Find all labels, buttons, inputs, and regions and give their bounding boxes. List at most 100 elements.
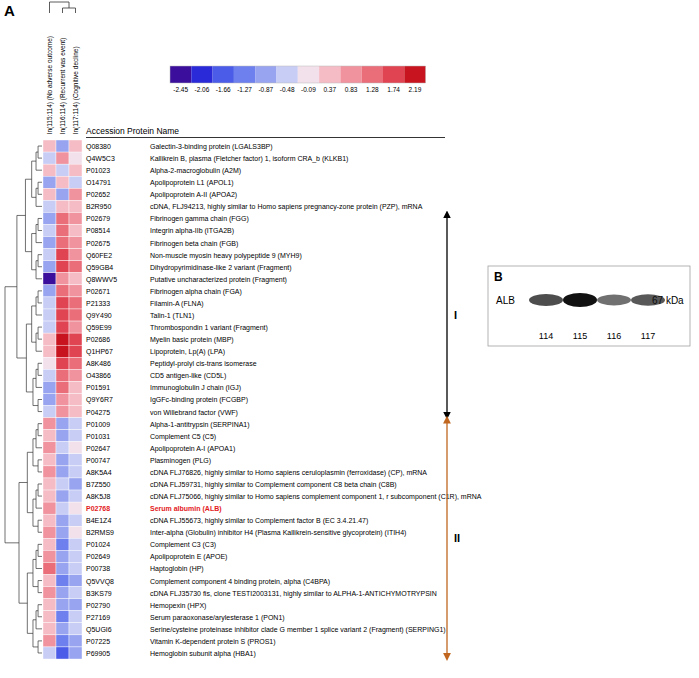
column-label: ln(115:114) (No adverse outcome) — [46, 36, 54, 134]
heatmap-cell — [43, 490, 56, 502]
protein-name: cDNA FLJ76826, highly similar to Homo sa… — [150, 469, 427, 477]
accession: Q4W5C3 — [86, 155, 115, 163]
dendrogram-branch — [33, 620, 38, 647]
dendrogram-branch — [38, 255, 42, 267]
blot-band — [597, 295, 631, 306]
heatmap-cell — [69, 176, 82, 188]
heatmap-cell — [69, 164, 82, 176]
accession: P02768 — [86, 505, 110, 512]
accession: A8K5A4 — [86, 469, 112, 476]
accession: A8K486 — [86, 360, 111, 367]
heatmap-cell — [56, 393, 69, 405]
heatmap-cell — [56, 611, 69, 623]
dendrogram-branch — [36, 224, 42, 242]
heatmap-cell — [69, 562, 82, 574]
accession: P01009 — [86, 421, 110, 428]
dendrogram-branch — [25, 179, 31, 251]
protein-name: cDNA FLJ75066, highly similar to Homo sa… — [150, 493, 482, 501]
heatmap-cell — [43, 550, 56, 562]
heatmap-cell — [56, 381, 69, 393]
accession: P27169 — [86, 614, 110, 621]
heatmap-cell — [56, 188, 69, 200]
dendrogram-branch — [63, 8, 76, 13]
heatmap-cell — [56, 599, 69, 611]
color-bar-cell — [362, 66, 383, 83]
dendrogram-branch — [36, 369, 42, 387]
heatmap-cell — [69, 188, 82, 200]
heatmap-cell — [69, 212, 82, 224]
accession: P02790 — [86, 602, 110, 609]
color-bar-cell — [404, 66, 425, 83]
heatmap-cell — [43, 224, 56, 236]
protein-name: Fibrinogen alpha chain (FGA) — [150, 288, 242, 296]
heatmap-cell — [56, 418, 69, 430]
accession: Q08380 — [86, 143, 111, 151]
dendrogram-branch — [36, 611, 42, 629]
heatmap-cell — [69, 249, 82, 261]
heatmap-cell — [69, 297, 82, 309]
heatmap-cell — [69, 575, 82, 587]
protein-name: CD5 antigen-like (CD5L) — [150, 372, 226, 380]
heatmap-cell — [69, 478, 82, 490]
heatmap-cell — [43, 430, 56, 442]
heatmap-cell — [56, 357, 69, 369]
accession: P02649 — [86, 553, 110, 560]
dendrogram-branch — [33, 439, 38, 466]
accession: P01591 — [86, 384, 110, 391]
heatmap-cell — [56, 200, 69, 212]
heatmap-cell — [69, 261, 82, 273]
heatmap-cell — [56, 321, 69, 333]
accession: P01023 — [86, 167, 110, 174]
blot-protein: ALB — [496, 295, 515, 306]
protein-name: Lipoprotein, Lp(A) (LPA) — [150, 348, 225, 356]
heatmap-cell — [56, 369, 69, 381]
dendrogram-branch — [26, 324, 33, 392]
accession: P00747 — [86, 457, 110, 464]
protein-name: Talin-1 (TLN1) — [150, 312, 194, 320]
panel-label: B — [494, 270, 503, 284]
dendrogram-branch — [32, 161, 36, 197]
heatmap-cell — [56, 587, 69, 599]
heatmap-cell — [69, 237, 82, 249]
protein-name: Inter-alpha (Globulin) inhibitor H4 (Pla… — [150, 529, 406, 537]
heatmap-cell — [56, 430, 69, 442]
heatmap-cell — [43, 406, 56, 418]
dendrogram-branch — [50, 2, 70, 13]
protein-name: Complement C3 (C3) — [150, 541, 216, 549]
heatmap-cell — [43, 599, 56, 611]
lane-label: 115 — [573, 331, 587, 341]
protein-name: Complement C5 (C5) — [150, 433, 216, 441]
dendrogram-branch — [38, 484, 42, 496]
accession: P01031 — [86, 433, 110, 440]
protein-name: Filamin-A (FLNA) — [150, 300, 204, 308]
color-bar-cell — [383, 66, 404, 83]
color-bar-cell — [277, 66, 298, 83]
heatmap-cell — [69, 466, 82, 478]
dendrogram-branch — [36, 550, 42, 568]
heatmap-cell — [56, 249, 69, 261]
heatmap-cell — [56, 164, 69, 176]
heatmap-cell — [43, 647, 56, 659]
heatmap-cell — [56, 273, 69, 285]
protein-name: von Willebrand factor (VWF) — [150, 409, 238, 417]
heatmap-cell — [56, 562, 69, 574]
dendrogram-branch — [38, 327, 42, 339]
heatmap-cell — [69, 140, 82, 152]
heatmap-cell — [56, 442, 69, 454]
heatmap-cell — [43, 502, 56, 514]
heatmap-cell — [43, 333, 56, 345]
heatmap-cell — [56, 647, 69, 659]
accession: P07225 — [86, 638, 110, 645]
column-dendrogram — [50, 2, 76, 13]
cluster-arrow — [446, 214, 447, 415]
dendrogram-branch — [17, 215, 26, 358]
color-bar-label: -2.06 — [195, 86, 210, 93]
heatmap-cell — [56, 176, 69, 188]
heatmap-cell — [56, 635, 69, 647]
heatmap-cell — [43, 273, 56, 285]
dendrogram-branch — [36, 333, 42, 351]
color-bar-label: -0.87 — [258, 86, 273, 93]
heatmap-cell — [43, 587, 56, 599]
western-blot-inset: BALB67 kDa114115116117 — [488, 266, 690, 346]
heatmap-cell — [43, 575, 56, 587]
